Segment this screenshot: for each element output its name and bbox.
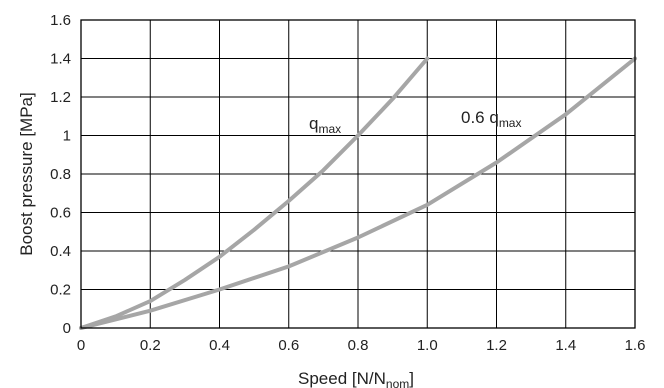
series-label-06qmax-sub: max (499, 116, 522, 130)
x-axis-title-sub: nom (386, 377, 409, 388)
x-tick-label: 1.4 (555, 337, 576, 354)
y-tick-label: 0.4 (50, 243, 71, 260)
series-label-qmax: qmax (309, 114, 341, 136)
y-tick-label: 0.8 (50, 166, 71, 183)
y-tick-label: 1.2 (50, 89, 71, 106)
x-tick-label: 0 (77, 337, 85, 354)
x-axis-title-close: ] (409, 369, 414, 388)
y-tick-label: 1.6 (50, 12, 71, 29)
tick-labels: 0 0.2 0.4 0.6 0.8 1.0 1.2 1.4 1.6 0 0.2 0.4 0.6 0.8 1 1… (50, 12, 645, 354)
y-tick-label: 0.6 (50, 205, 71, 222)
series-line-06qmax (79, 56, 637, 330)
x-tick-label: 1.0 (417, 337, 438, 354)
x-tick-label: 0.2 (140, 337, 161, 354)
y-axis-title: Boost pressure [MPa] (17, 92, 36, 255)
x-axis-title-main: Speed [N/N (298, 369, 386, 388)
series-label-qmax-sub: max (318, 122, 341, 136)
series-label-06qmax-main: 0.6 q (461, 108, 499, 127)
x-tick-label: 0.4 (209, 337, 230, 354)
x-tick-label: 1.2 (486, 337, 507, 354)
series-label-06qmax: 0.6 qmax (461, 108, 521, 130)
x-tick-label: 1.6 (625, 337, 646, 354)
series-lines (79, 56, 637, 330)
series-label-qmax-main: q (309, 114, 318, 133)
y-tick-label: 0.2 (50, 282, 71, 299)
plot-frame (80, 19, 636, 329)
y-tick-label: 1.4 (50, 51, 71, 68)
series-line-qmax (79, 56, 430, 330)
grid (80, 19, 636, 329)
x-tick-label: 0.8 (348, 337, 369, 354)
x-tick-label: 0.6 (278, 337, 299, 354)
y-tick-label: 0 (63, 320, 71, 337)
x-axis-title: Speed [N/Nnom] (298, 369, 414, 388)
y-tick-label: 1 (63, 128, 71, 145)
